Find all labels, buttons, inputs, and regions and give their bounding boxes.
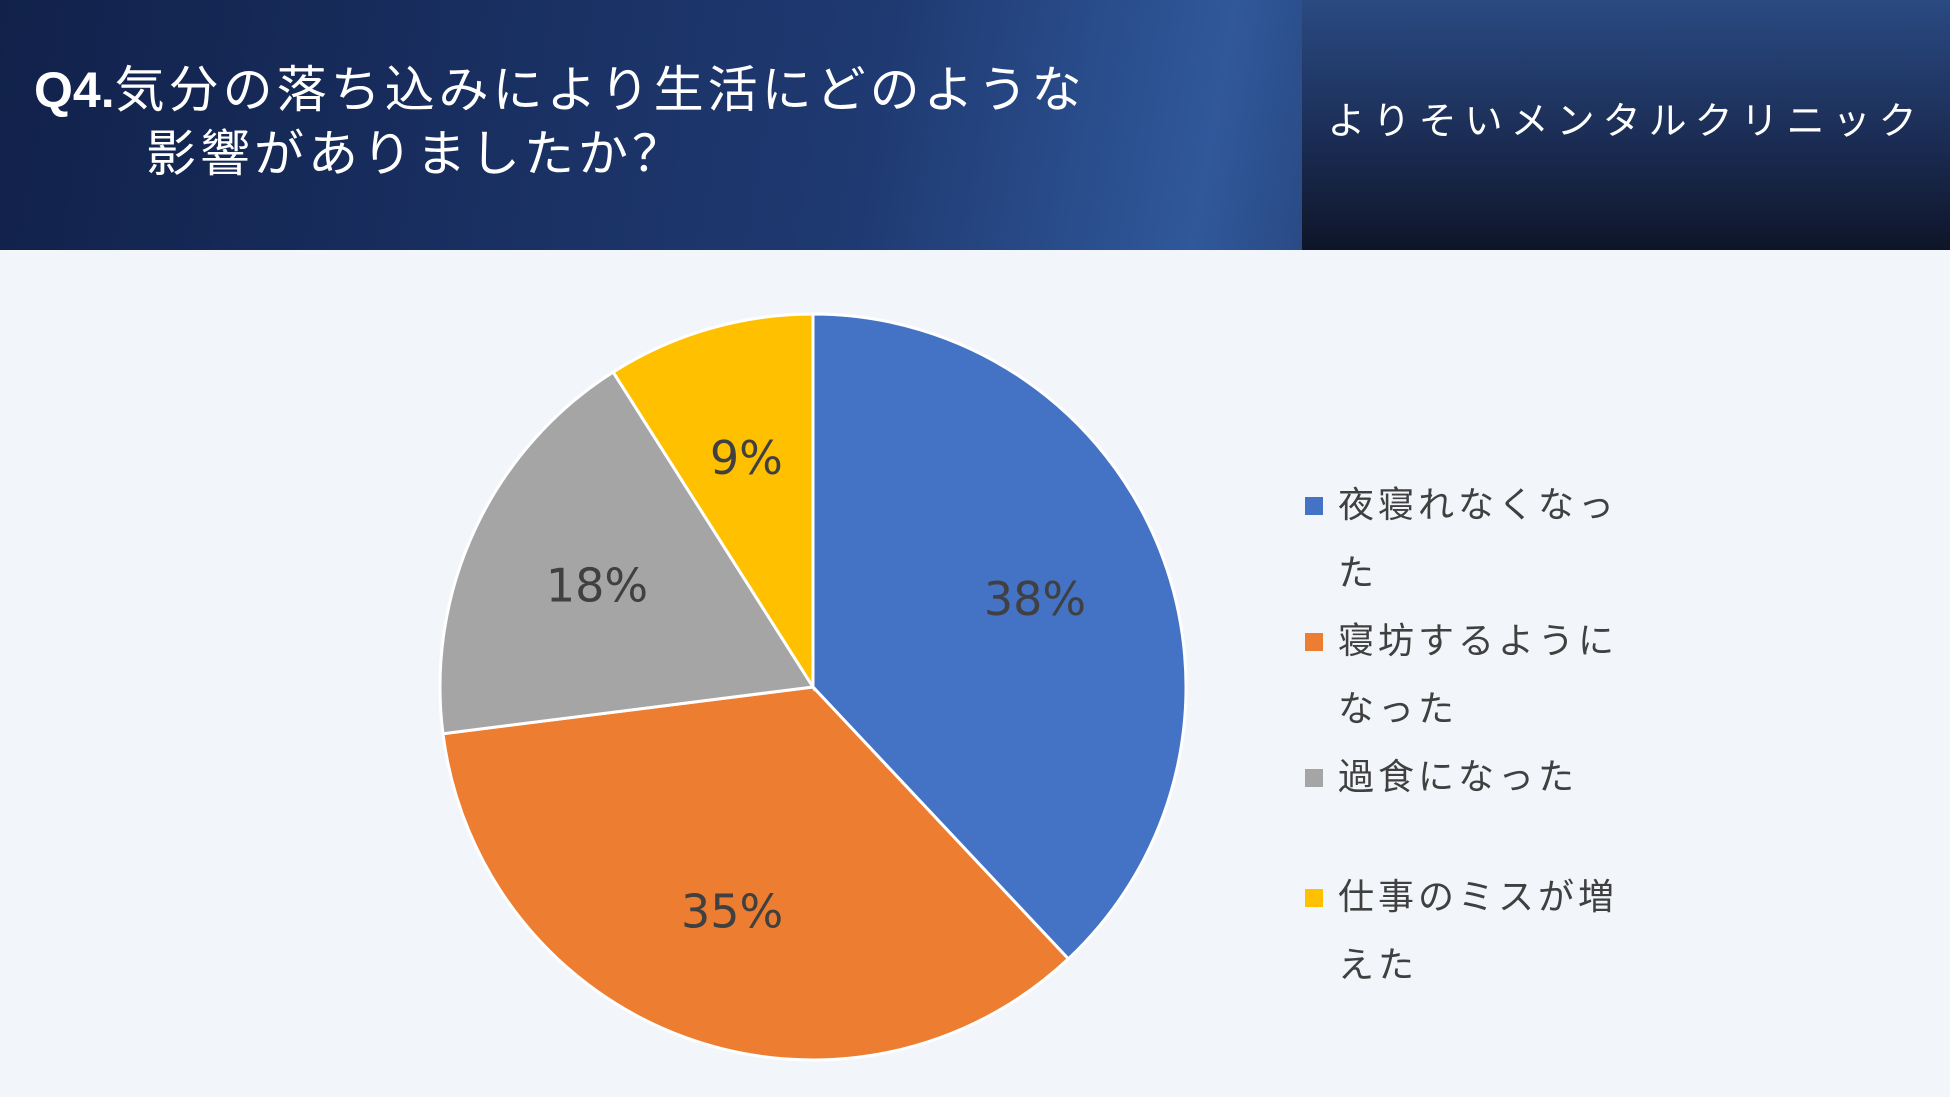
title-line-2: 影響がありましたか？ [146, 125, 686, 183]
pie-chart: 38% 35% 18% 9% [438, 312, 1188, 1062]
header-clinic-panel [1302, 0, 1950, 250]
chart-legend: 夜寝れなくなった 寝坊するようになった 過食になった 仕事のミスが増えた [1305, 472, 1645, 1000]
pie-slice-3 [611, 312, 815, 693]
data-label-1: 35% [681, 885, 783, 939]
title-line-1: 気分の落ち込みにより生活にどのような [114, 61, 1086, 119]
legend-swatch-1 [1305, 633, 1323, 651]
legend-swatch-3 [1305, 889, 1323, 907]
legend-item-1: 寝坊するようになった [1305, 608, 1645, 744]
slide-header: Q4.気分の落ち込みにより生活にどのような 影響がありましたか？ よりそいメンタ… [0, 0, 1950, 250]
legend-swatch-2 [1305, 769, 1323, 787]
legend-item-2: 過食になった [1305, 744, 1645, 864]
chart-area: 38% 35% 18% 9% 夜寝れなくなった 寝坊するようになった 過食になった 仕… [0, 250, 1950, 1097]
question-number: Q4. [34, 62, 115, 118]
legend-label-3: 仕事のミスが増えた [1338, 877, 1619, 986]
legend-item-0: 夜寝れなくなった [1305, 472, 1645, 608]
pie-slice-0 [811, 312, 1188, 962]
clinic-name: よりそいメンタルクリニック [1327, 99, 1925, 143]
data-label-2: 18% [546, 558, 648, 612]
pie-slice-2 [438, 369, 816, 736]
data-label-3: 9% [710, 431, 783, 485]
legend-label-1: 寝坊するようになった [1338, 621, 1619, 730]
page-title: Q4.気分の落ち込みにより生活にどのような 影響がありましたか？ [34, 58, 1264, 186]
pie-slice-1 [441, 685, 1071, 1062]
legend-label-2: 過食になった [1338, 757, 1579, 798]
legend-swatch-0 [1305, 497, 1323, 515]
header-title-panel: Q4.気分の落ち込みにより生活にどのような 影響がありましたか？ [0, 0, 1302, 250]
data-label-0: 38% [984, 572, 1086, 626]
legend-label-0: 夜寝れなくなった [1338, 485, 1619, 594]
legend-item-3: 仕事のミスが増えた [1305, 864, 1645, 1000]
